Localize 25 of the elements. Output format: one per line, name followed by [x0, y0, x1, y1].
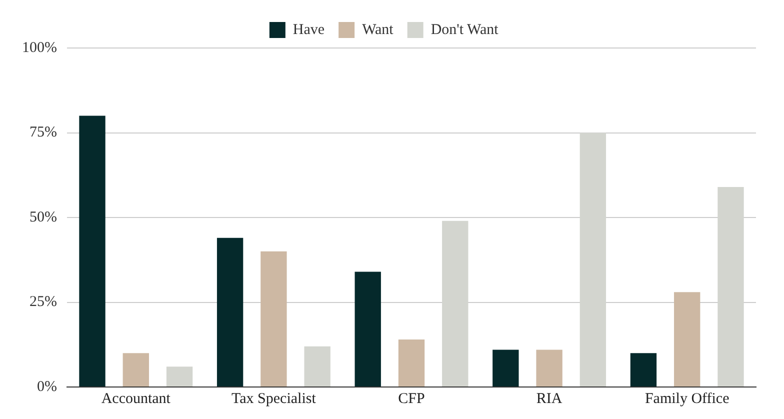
- x-tick-label: Family Office: [644, 390, 730, 407]
- x-tick-label: Tax Specialist: [232, 390, 317, 407]
- bar: [216, 238, 244, 386]
- bar: [492, 350, 519, 386]
- bar: [304, 346, 330, 386]
- bar: [398, 340, 425, 386]
- y-tick-label: 75%: [29, 124, 57, 141]
- bar: [536, 350, 562, 386]
- legend-label: Have: [292, 22, 325, 38]
- bar: [122, 353, 149, 386]
- x-tick-label: Accountant: [101, 390, 172, 407]
- legend-label: Want: [362, 22, 394, 38]
- bar: [630, 353, 657, 386]
- bar: [354, 272, 381, 386]
- y-tick-label: 0%: [36, 378, 57, 395]
- legend-label: Don't Want: [430, 22, 500, 38]
- y-tick-label: 25%: [29, 294, 57, 310]
- bar: [166, 366, 193, 386]
- bar: [260, 251, 287, 386]
- y-tick-label: 50%: [29, 209, 57, 226]
- bar: [79, 116, 106, 386]
- bar: [674, 292, 700, 386]
- y-tick-label: 100%: [22, 40, 57, 56]
- x-tick-label: RIA: [536, 390, 562, 407]
- x-tick-label: CFP: [398, 390, 425, 407]
